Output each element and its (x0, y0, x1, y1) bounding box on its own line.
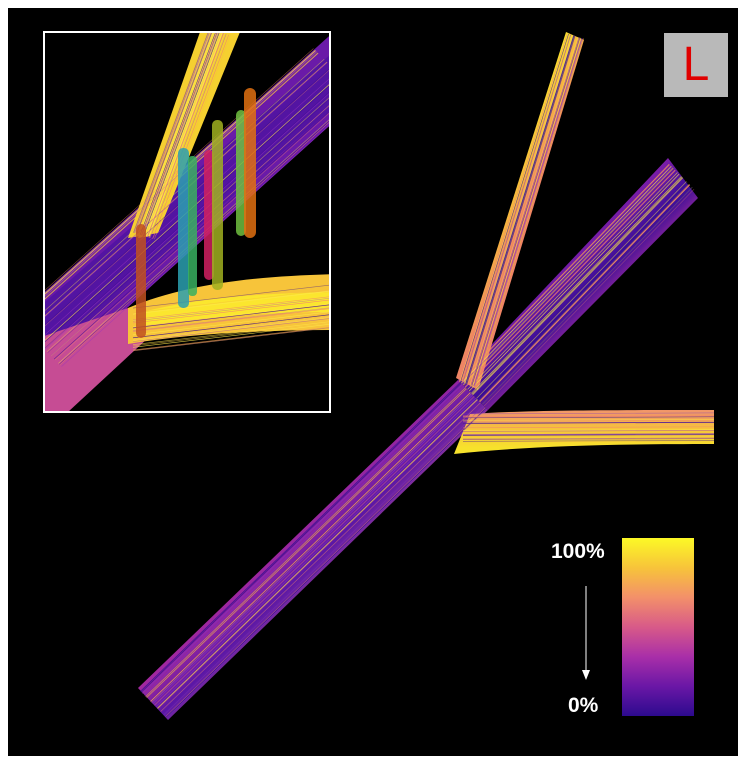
streamline-scene (43, 31, 715, 720)
colorbar-arrow-head (582, 670, 590, 680)
visualization-frame: L 100% 0% (8, 8, 738, 756)
inset-zoom-view (43, 31, 331, 413)
inset-border (43, 31, 331, 413)
side-badge: L (664, 33, 728, 97)
side-badge-letter: L (682, 38, 710, 91)
colorbar (582, 538, 694, 716)
vessel-tree (138, 32, 715, 720)
colorbar-bar (622, 538, 694, 716)
colorbar-min-label: 0% (568, 694, 599, 717)
colorbar-max-label: 100% (551, 540, 605, 563)
probe-cylinders (136, 88, 256, 338)
